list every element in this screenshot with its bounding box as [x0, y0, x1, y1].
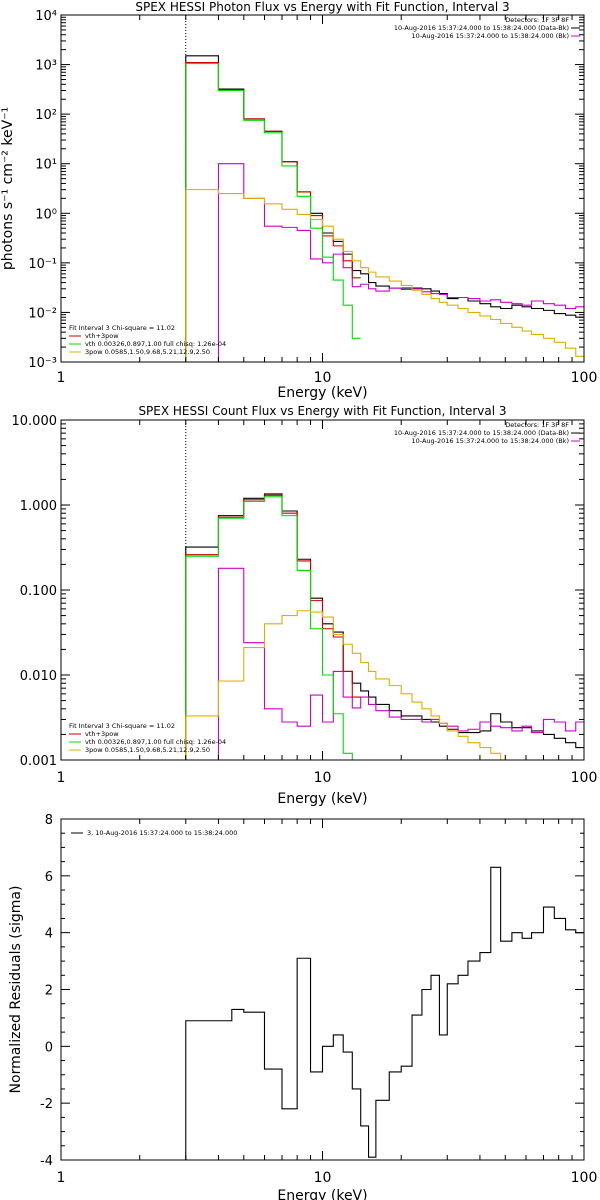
y-tick-label: -4: [40, 1154, 53, 1169]
y-tick-label: -2: [40, 1097, 53, 1112]
series-line-3-10-aug-2016-15-37-24-000-to-15-38-24-000: [185, 866, 584, 1160]
chart-title: SPEX HESSI Count Flux vs Energy with Fit…: [138, 404, 506, 418]
legend-text: Fit Interval 3 Chi-square = 11.02: [69, 722, 175, 730]
x-tick-label: 100: [571, 1170, 598, 1186]
x-axis-label: Energy (keV): [277, 1188, 367, 1200]
y-tick-label: 10¹: [35, 158, 57, 173]
chart-title: SPEX HESSI Photon Flux vs Energy with Fi…: [135, 0, 509, 14]
x-axis-label: Energy (keV): [277, 385, 367, 401]
series-line-bk: [185, 567, 584, 760]
y-tick-label: 10⁴: [35, 9, 57, 24]
header-text: 10-Aug-2016 15:37:24.000 to 15:38:24.000…: [412, 437, 569, 445]
legend-text: vth+3pow: [85, 332, 119, 340]
x-tick-label: 1: [57, 770, 66, 786]
y-tick-label: 2: [45, 984, 53, 999]
y-tick-label: 10³: [35, 59, 57, 74]
legend-text: Fit Interval 3 Chi-square = 11.02: [69, 324, 175, 332]
series-line-3pow: [185, 189, 584, 362]
legend-text: vth+3pow: [85, 730, 119, 738]
legend-text: 3, 10-Aug-2016 15:37:24.000 to 15:38:24.…: [87, 829, 237, 837]
series-line-vth: [185, 62, 361, 362]
legend-text: 3pow 0.0585,1.50,9.68,5.21,12.9,2.50: [85, 348, 210, 356]
legend-text: vth 0.00326,0.897,1.00 full chisq: 1.26e…: [85, 340, 226, 348]
y-tick-label: 1.000: [20, 499, 57, 514]
x-tick-label: 100: [571, 770, 598, 786]
x-tick-label: 10: [314, 370, 332, 386]
y-tick-label: 10.000: [12, 414, 58, 429]
header-text: 10-Aug-2016 15:37:24.000 to 15:38:24.000…: [394, 429, 569, 437]
legend-text: 3pow 0.0585,1.50,9.68,5.21,12.9,2.50: [85, 746, 210, 754]
series-line-3pow: [185, 610, 513, 760]
x-tick-label: 1: [57, 1170, 66, 1186]
y-tick-label: 8: [45, 813, 53, 828]
series-line-vth: [185, 496, 353, 760]
y-tick-label: 0.001: [20, 754, 57, 769]
x-tick-label: 10: [314, 1170, 332, 1186]
y-tick-label: 10⁻²: [28, 306, 57, 321]
y-axis-label: photons s⁻¹ cm⁻² keV⁻¹: [0, 107, 16, 270]
x-tick-label: 1: [57, 370, 66, 386]
x-tick-label: 10: [314, 770, 332, 786]
y-tick-label: 10⁻¹: [28, 257, 57, 272]
x-tick-label: 100: [571, 370, 598, 386]
header-text: 10-Aug-2016 15:37:24.000 to 15:38:24.000…: [394, 24, 569, 32]
y-tick-label: 0.010: [20, 669, 57, 684]
header-text: 10-Aug-2016 15:37:24.000 to 15:38:24.000…: [412, 32, 569, 40]
y-tick-label: 10²: [35, 108, 57, 123]
y-tick-label: 0.100: [20, 584, 57, 599]
x-axis-label: Energy (keV): [277, 791, 367, 807]
y-axis-label: Normalized Residuals (sigma): [8, 886, 24, 1094]
y-tick-label: 6: [45, 870, 53, 885]
y-tick-label: 4: [45, 927, 53, 942]
y-tick-label: 0: [45, 1040, 53, 1055]
y-tick-label: 10⁻³: [28, 356, 57, 371]
header-text: Detectors: 1F 3F 8F: [505, 421, 569, 429]
y-tick-label: 10⁰: [35, 207, 57, 222]
header-text: Detectors: 1F 3F 8F: [505, 16, 569, 24]
legend-text: vth 0.00326,0.897,1.00 full chisq: 1.26e…: [85, 738, 226, 746]
